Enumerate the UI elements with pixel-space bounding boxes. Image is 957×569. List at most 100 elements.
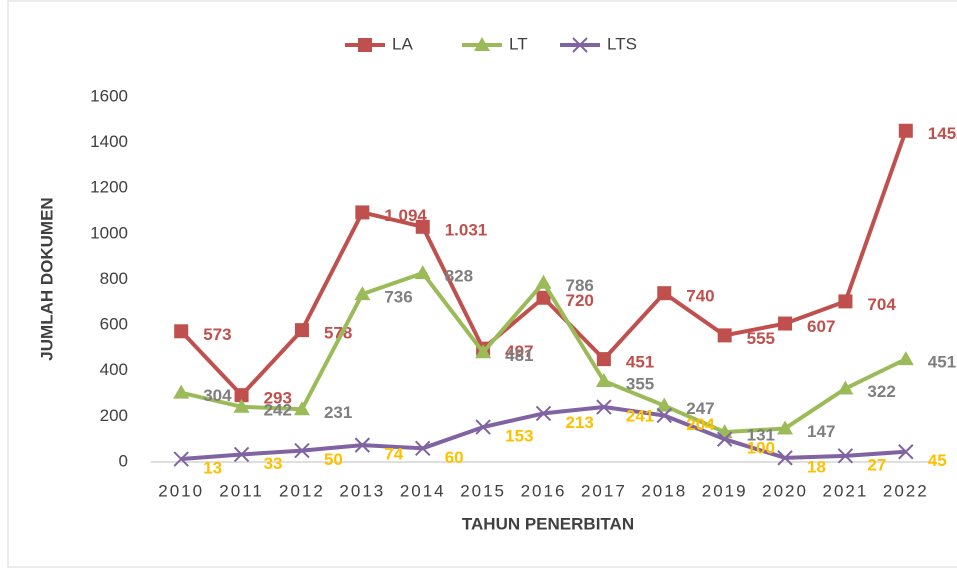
data-point xyxy=(717,328,732,343)
x-tick-label: 2017 xyxy=(581,481,627,500)
data-label: 451 xyxy=(928,353,956,372)
legend-marker xyxy=(572,37,588,53)
y-tick-label: 1600 xyxy=(90,86,128,105)
data-point xyxy=(656,397,673,412)
data-point xyxy=(536,290,551,305)
y-tick-label: 400 xyxy=(100,360,128,379)
data-point xyxy=(234,388,249,403)
data-label: 18 xyxy=(807,457,826,476)
data-point xyxy=(173,384,190,399)
data-point xyxy=(596,352,611,367)
x-tick-label: 2012 xyxy=(279,481,325,500)
data-point xyxy=(595,373,612,388)
data-point xyxy=(898,123,913,138)
x-tick-label: 2022 xyxy=(883,481,929,500)
data-point xyxy=(233,398,250,413)
data-label: 555 xyxy=(747,329,775,348)
data-point xyxy=(173,451,189,467)
y-tick-label: 1200 xyxy=(90,178,128,197)
data-point xyxy=(596,399,612,415)
legend-label: LT xyxy=(509,34,528,53)
data-label: 304 xyxy=(203,386,232,405)
legend-marker xyxy=(358,38,372,52)
data-point xyxy=(656,407,672,424)
data-label: 60 xyxy=(445,448,464,467)
data-label: 1452 xyxy=(928,124,957,143)
data-point xyxy=(354,286,371,301)
chart-frame xyxy=(7,0,957,568)
data-label: 355 xyxy=(626,375,654,394)
data-point xyxy=(777,450,793,466)
data-point xyxy=(837,448,854,464)
data-point xyxy=(778,316,793,331)
data-label: 1.031 xyxy=(445,220,488,239)
x-tick-label: 2016 xyxy=(521,481,567,500)
data-label: 828 xyxy=(445,267,473,286)
x-tick-label: 2010 xyxy=(158,481,204,500)
data-label: 293 xyxy=(264,389,292,408)
data-label: 231 xyxy=(324,403,352,422)
x-tick-label: 2019 xyxy=(702,481,748,500)
data-label: 242 xyxy=(264,400,292,419)
data-point xyxy=(355,205,370,220)
x-tick-label: 2014 xyxy=(400,481,446,500)
data-label: 131 xyxy=(747,426,775,445)
data-label: 153 xyxy=(505,427,533,446)
data-label: 497 xyxy=(505,342,533,361)
data-label: 704 xyxy=(867,295,896,314)
data-point xyxy=(777,420,794,435)
data-point xyxy=(535,274,552,289)
x-tick-label: 2015 xyxy=(460,481,506,500)
data-label: 786 xyxy=(566,276,594,295)
data-point xyxy=(657,286,672,301)
data-label: 100 xyxy=(747,439,775,458)
data-point xyxy=(233,446,250,463)
data-point xyxy=(837,380,854,395)
data-point xyxy=(475,344,492,359)
data-label: 607 xyxy=(807,317,835,336)
x-tick-label: 2011 xyxy=(219,481,264,500)
y-tick-label: 1400 xyxy=(90,132,128,151)
data-point xyxy=(294,442,310,459)
x-axis-title: TAHUN PENERBITAN xyxy=(462,514,634,533)
legend-label: LA xyxy=(392,34,413,53)
legend-label: LTS xyxy=(607,34,637,53)
data-label: 720 xyxy=(566,291,594,310)
y-tick-label: 800 xyxy=(100,269,128,288)
data-point xyxy=(414,265,431,280)
y-axis-title: JUMLAH DOKUMEN xyxy=(37,197,56,360)
data-point xyxy=(294,323,309,338)
data-label: 27 xyxy=(867,455,886,474)
data-point xyxy=(293,401,310,416)
data-point xyxy=(475,419,491,435)
data-point xyxy=(535,405,552,422)
y-tick-label: 600 xyxy=(100,315,128,334)
data-label: 740 xyxy=(686,287,714,306)
data-point xyxy=(354,437,371,453)
data-point xyxy=(716,431,733,447)
y-tick-label: 0 xyxy=(119,451,128,470)
data-label: 45 xyxy=(928,451,947,470)
data-label: 451 xyxy=(626,353,654,372)
x-tick-label: 2020 xyxy=(762,481,808,500)
x-tick-label: 2013 xyxy=(339,481,385,500)
data-label: 213 xyxy=(566,413,594,432)
x-tick-label: 2021 xyxy=(823,481,869,500)
data-label: 204 xyxy=(686,415,715,434)
data-point xyxy=(897,351,914,366)
legend-marker xyxy=(474,37,490,51)
data-point xyxy=(415,219,430,234)
x-tick-label: 2018 xyxy=(641,481,687,500)
data-point xyxy=(174,324,189,339)
data-label: 33 xyxy=(264,454,283,473)
data-label: 736 xyxy=(384,288,412,307)
data-label: 241 xyxy=(626,407,654,426)
data-label: 247 xyxy=(686,399,714,418)
y-tick-label: 200 xyxy=(100,406,128,425)
data-label: 147 xyxy=(807,422,835,441)
data-point xyxy=(838,294,853,309)
data-label: 50 xyxy=(324,450,343,469)
data-label: 573 xyxy=(203,325,231,344)
data-label: 13 xyxy=(203,459,222,478)
